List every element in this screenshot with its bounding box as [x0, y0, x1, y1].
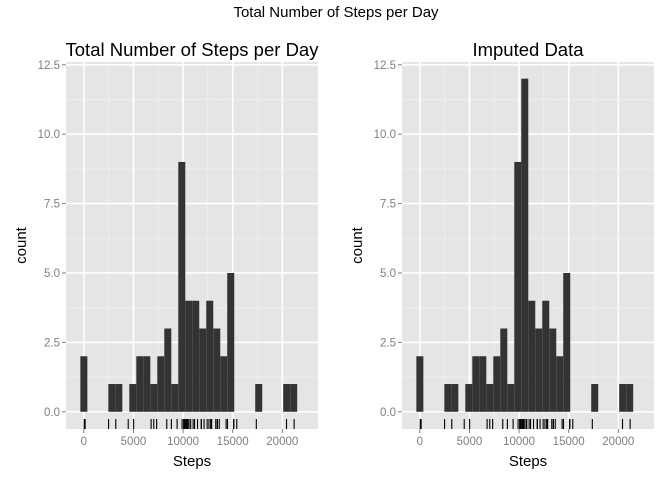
p2-histogram-bar [444, 384, 452, 412]
p1-histogram-bar [227, 272, 235, 412]
p1-y-tick-label: 5.0 [44, 268, 60, 280]
p2-histogram-bar [479, 356, 487, 412]
p1-x-tick-label: 5000 [121, 436, 147, 448]
p1-histogram-bar [80, 356, 88, 412]
p1-histogram-bar [171, 384, 179, 412]
p1-histogram-bar [290, 384, 298, 412]
p1-y-tick-label: 7.5 [44, 199, 60, 211]
p2-y-axis-label: count [349, 226, 366, 264]
p1-histogram-bar [129, 384, 137, 412]
p2-chart-title: Imputed Data [472, 39, 584, 60]
p2-histogram-bar [563, 272, 571, 412]
p2-y-tick-label: 12.5 [374, 60, 396, 72]
p1-histogram-bar [115, 384, 123, 412]
p1-histogram-bar [220, 356, 228, 412]
p1-y-tick-label: 2.5 [44, 337, 60, 349]
p1-histogram-bar [164, 328, 172, 412]
p2-histogram-bar [451, 384, 459, 412]
p1-y-tick-label: 0.0 [44, 407, 60, 419]
p2-y-tick-label: 0.0 [380, 407, 396, 419]
p1-histogram-bar [136, 356, 144, 412]
p1-histogram-bar [206, 300, 214, 412]
p1-histogram-bar [213, 328, 221, 412]
p1-x-tick-label: 10000 [167, 436, 199, 448]
p2-histogram-bar [493, 356, 501, 412]
p2-histogram-bar [507, 384, 515, 412]
p1-histogram-bar [255, 384, 263, 412]
p1-histogram-bar [108, 384, 116, 412]
p2-x-tick-label: 20000 [602, 436, 634, 448]
p1-histogram-bar [192, 300, 200, 412]
p2-histogram-bar [514, 161, 522, 412]
p1-histogram-bar [157, 356, 165, 412]
p1-y-axis-label: count [13, 226, 30, 264]
p2-histogram-bar [619, 384, 627, 412]
p2-x-tick-label: 10000 [503, 436, 535, 448]
p2-histogram-bar [416, 356, 424, 412]
p2-histogram-bar [549, 328, 557, 412]
p1-y-tick-label: 10.0 [38, 129, 60, 141]
p1-histogram-bar [283, 384, 291, 412]
histogram-steps-per-day: 0 5000 10000 15000 20000 0.0 2.5 5.0 7.5 10.0 12.5… [13, 39, 319, 470]
p2-x-tick-label: 5000 [457, 436, 483, 448]
p2-histogram-bar [521, 78, 529, 412]
p2-y-tick-label: 2.5 [380, 337, 396, 349]
p1-histogram-bar [178, 161, 186, 412]
p2-histogram-bar [528, 300, 536, 412]
p2-x-tick-label: 0 [417, 436, 423, 448]
p2-histogram-bar [500, 328, 508, 412]
p2-histogram-bar [472, 356, 480, 412]
p2-y-tick-label: 10.0 [374, 129, 396, 141]
p2-histogram-bar [486, 384, 494, 412]
p2-y-tick-label: 5.0 [380, 268, 396, 280]
histogram-imputed-data: 0 5000 10000 15000 20000 0.0 2.5 5.0 7.5 10.0 12.5… [349, 39, 654, 470]
p1-histogram-bar [199, 328, 207, 412]
p2-y-tick-label: 7.5 [380, 199, 396, 211]
p1-x-tick-label: 15000 [217, 436, 249, 448]
p2-histogram-bar [626, 384, 634, 412]
p1-histogram-bar [143, 356, 151, 412]
p2-x-tick-label: 15000 [553, 436, 585, 448]
p1-x-axis-label: Steps [173, 453, 211, 470]
p1-y-tick-label: 12.5 [38, 60, 60, 72]
p1-chart-title: Total Number of Steps per Day [66, 39, 320, 60]
p1-histogram-bar [150, 384, 158, 412]
p2-histogram-bar [542, 300, 550, 412]
p2-histogram-bar [591, 384, 599, 412]
p2-histogram-bar [556, 356, 564, 412]
p1-histogram-bar [185, 300, 193, 412]
figure-title: Total Number of Steps per Day [233, 4, 439, 21]
p2-x-axis-label: Steps [509, 453, 547, 470]
p2-histogram-bar [535, 328, 543, 412]
p1-x-tick-label: 0 [81, 436, 87, 448]
p2-histogram-bar [465, 384, 473, 412]
p1-x-tick-label: 20000 [266, 436, 298, 448]
